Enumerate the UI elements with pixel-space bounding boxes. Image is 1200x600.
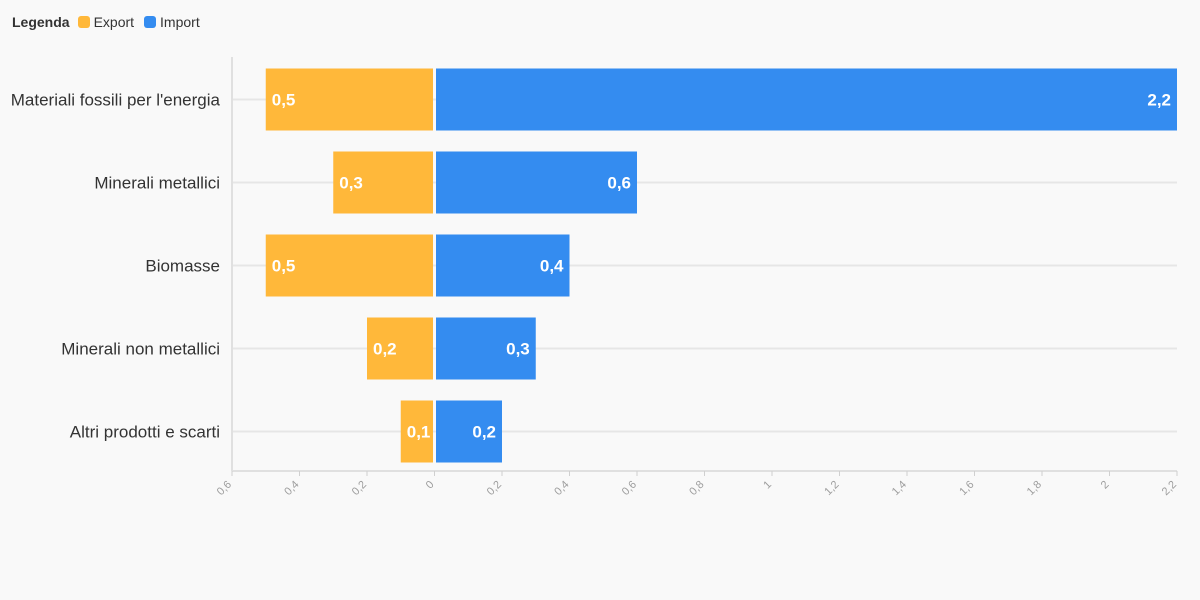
category-label: Altri prodotti e scarti [70,423,220,442]
bar-label-export: 0,1 [407,423,431,442]
x-tick-label: 0,4 [552,479,571,498]
x-tick-label: 0 [424,479,437,492]
category-label: Minerali metallici [94,174,220,193]
bar-label-import: 0,4 [540,257,564,276]
bar-label-import: 2,2 [1147,91,1171,110]
x-tick-label: 0,6 [215,479,234,498]
legend-swatch-import [144,16,157,28]
legend-item-import[interactable]: Import [144,14,200,30]
category-label: Materiali fossili per l'energia [11,91,221,110]
category-label: Minerali non metallici [61,340,220,359]
x-tick-label: 1,2 [822,479,841,498]
bar-label-export: 0,2 [373,340,397,359]
bar-export [333,151,433,214]
legend-title: Legenda [12,14,70,30]
x-tick-label: 2,2 [1160,479,1179,498]
bar-import [436,151,637,214]
legend-label-import: Import [160,14,200,30]
legend: Legenda Export Import [12,12,210,32]
bar-export [265,68,433,131]
category-label: Biomasse [145,257,220,276]
x-tick-label: 2 [1099,479,1112,492]
bar-label-import: 0,3 [506,340,530,359]
x-tick-label: 1,8 [1025,479,1044,498]
bar-export [265,234,433,297]
legend-swatch-export [77,16,90,28]
x-tick-label: 1,6 [957,479,976,498]
bar-label-export: 0,3 [339,174,363,193]
bar-export [367,317,433,380]
bar-import [436,234,570,297]
bar-label-export: 0,5 [272,91,296,110]
x-tick-label: 0,4 [282,479,301,498]
bar-export [400,400,433,463]
bar-import [436,317,536,380]
bar-label-import: 0,6 [607,174,631,193]
x-tick-label: 0,2 [485,479,504,498]
legend-item-export[interactable]: Export [77,14,135,30]
x-tick-label: 1 [761,479,774,492]
bar-label-import: 0,2 [472,423,496,442]
x-tick-label: 0,8 [687,479,706,498]
bar-import [436,400,502,463]
bar-import [436,68,1177,131]
bar-label-export: 0,5 [272,257,296,276]
x-tick-label: 0,6 [620,479,639,498]
x-tick-label: 0,2 [350,479,369,498]
legend-label-export: Export [93,14,135,30]
x-tick-label: 1,4 [890,479,909,498]
